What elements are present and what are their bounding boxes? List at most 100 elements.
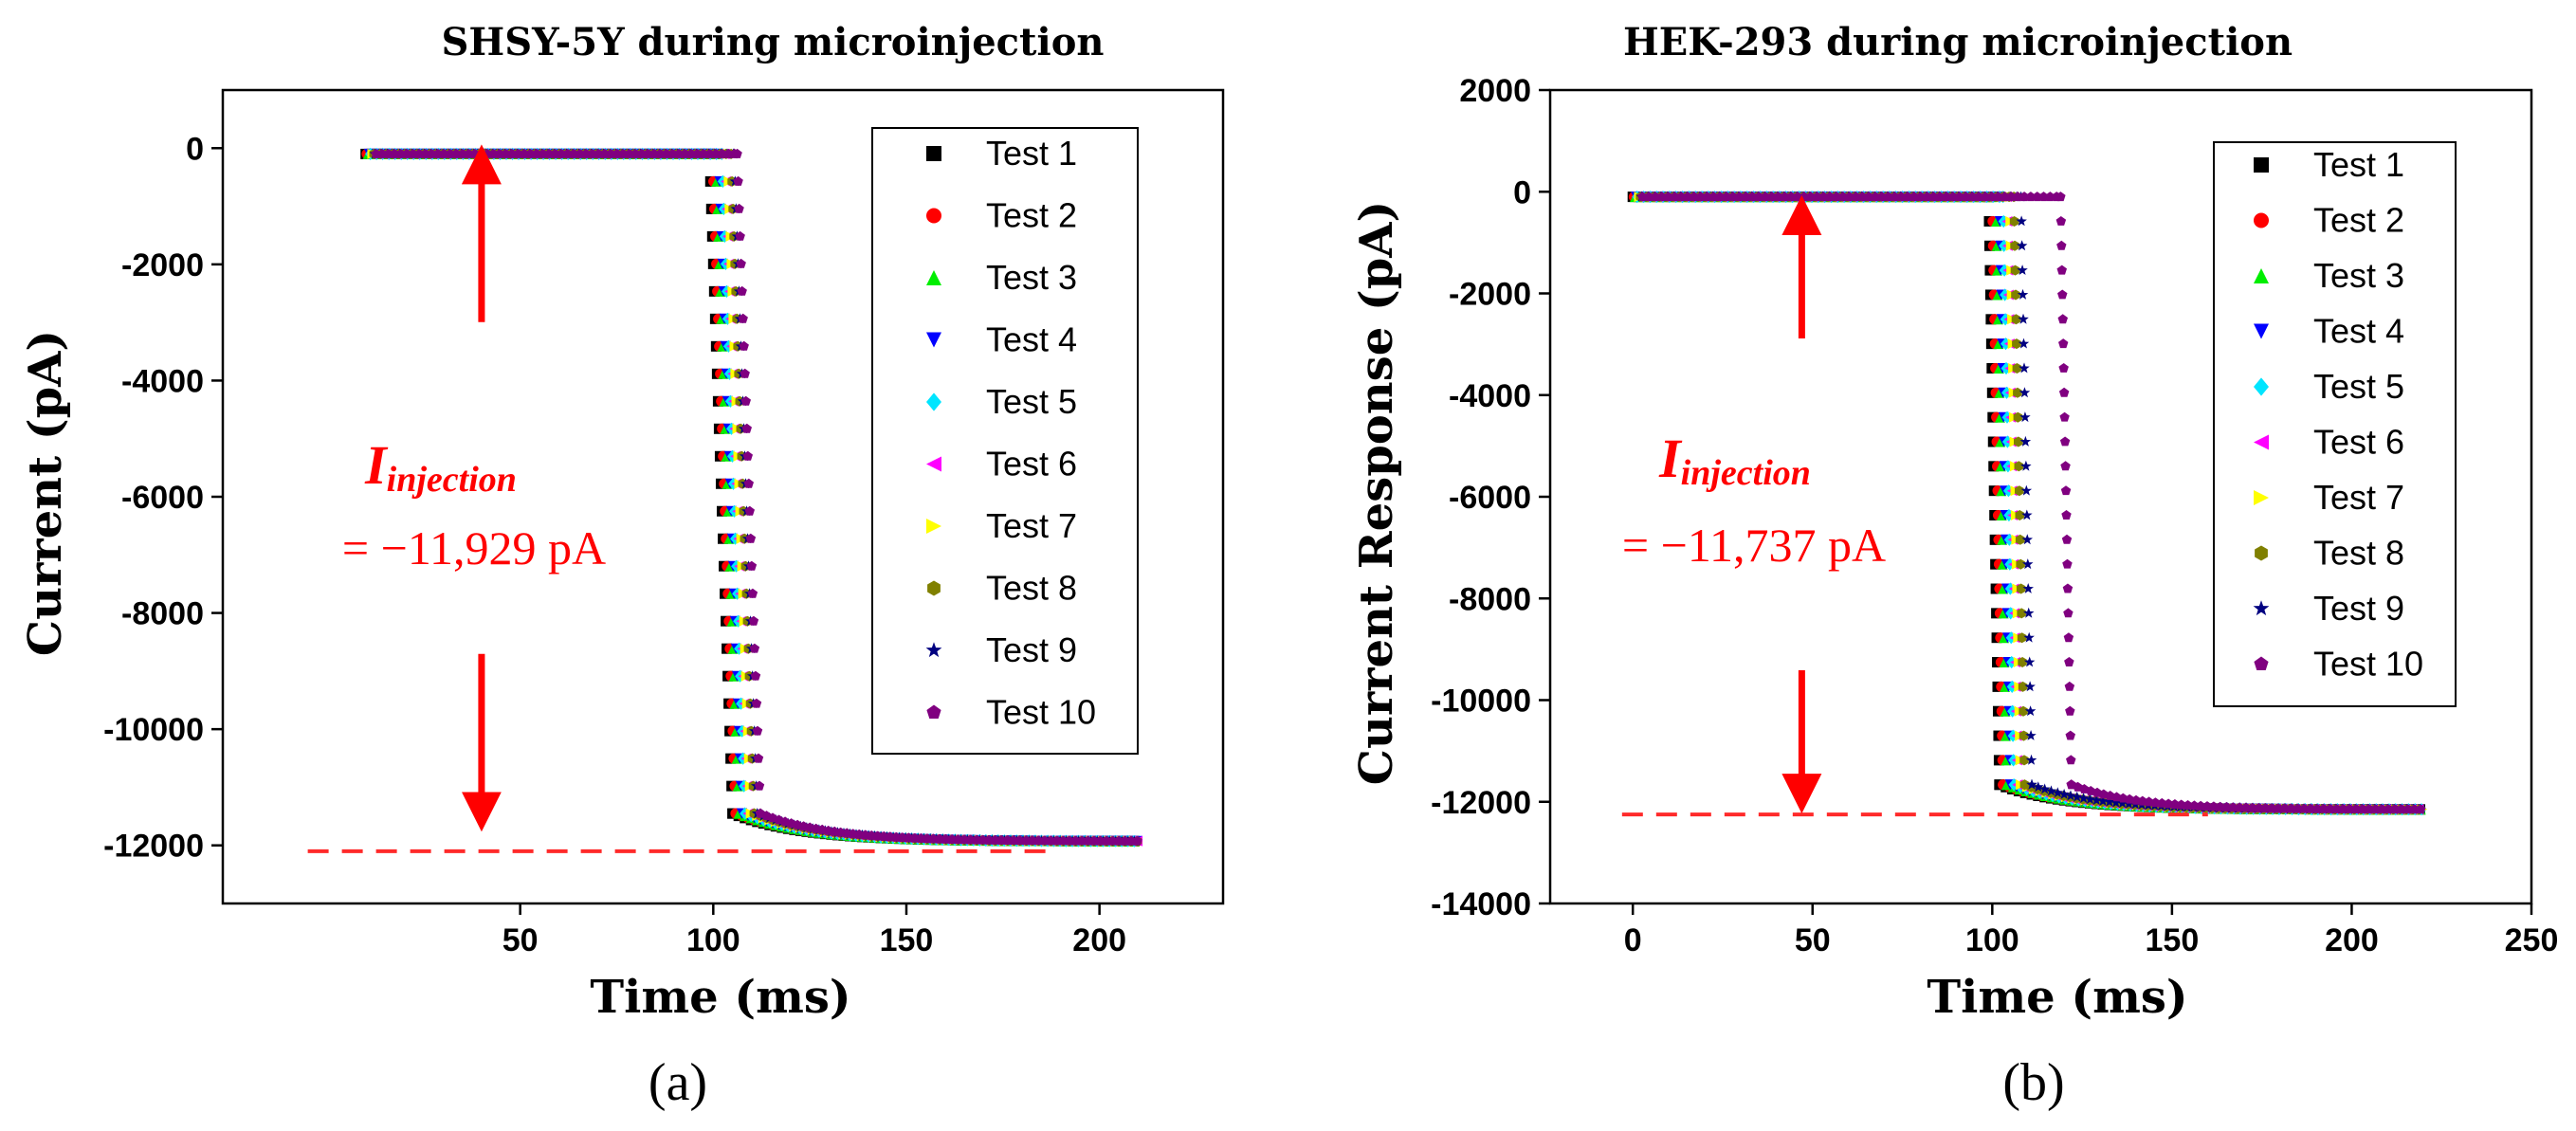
legend-entry: Test 10 [2254, 645, 2423, 684]
legend-label: Test 1 [2313, 145, 2404, 184]
legend-marker-icon [926, 519, 941, 534]
x-tick-label: 50 [502, 922, 539, 958]
x-tick-label: 250 [2505, 922, 2559, 958]
panel-caption: (b) [2002, 1053, 2064, 1112]
data-point [2247, 802, 2257, 812]
data-point [1954, 192, 1964, 202]
legend-entry: Test 3 [926, 258, 1077, 297]
data-point [2065, 730, 2075, 740]
x-tick-label: 0 [1624, 922, 1642, 958]
legend: Test 1 Test 2 Test 3 Test 4 Test 5 Test 6 Test… [2213, 141, 2457, 707]
legend-label: Test 2 [986, 196, 1077, 235]
data-point [2018, 681, 2028, 692]
legend-label: Test 10 [986, 693, 1096, 732]
y-tick-label: -12000 [103, 829, 204, 865]
data-point [2006, 192, 2017, 202]
data-point [2273, 803, 2284, 813]
legend-marker-icon [2254, 268, 2269, 283]
data-point [2163, 798, 2174, 809]
legend-marker-icon [926, 456, 941, 472]
legend-label: Test 1 [986, 134, 1077, 173]
data-point [2032, 192, 2042, 202]
data-point [2023, 656, 2036, 667]
data-point [2396, 804, 2406, 814]
data-point [750, 670, 761, 681]
injection-value: = −11,737 pA [1622, 519, 1886, 572]
data-point [2019, 362, 2030, 374]
data-point [2017, 288, 2029, 300]
data-point [2325, 803, 2335, 813]
data-point [739, 340, 749, 351]
data-point [2018, 337, 2030, 349]
legend-label: Test 2 [2313, 201, 2404, 240]
legend-entry: Test 6 [926, 445, 1077, 483]
data-point [2402, 804, 2413, 814]
data-point [2019, 435, 2032, 447]
data-point [740, 395, 751, 406]
data-point [2052, 787, 2064, 798]
legend-label: Test 3 [2313, 256, 2404, 295]
data-point [2022, 558, 2034, 570]
data-point [2057, 289, 2068, 300]
legend: Test 1 Test 2 Test 3 Test 4 Test 5 Test 6 Test… [871, 127, 1139, 755]
data-point [736, 258, 746, 268]
y-tick-label: -8000 [121, 596, 204, 632]
data-point [1727, 192, 1739, 202]
series-10 [1637, 192, 2426, 814]
data-point [747, 588, 758, 598]
y-tick-label: 0 [186, 131, 204, 167]
legend-entry: Test 9 [2253, 589, 2404, 628]
data-point [2019, 705, 2028, 717]
legend-label: Test 8 [986, 569, 1077, 608]
data-point [2215, 801, 2225, 812]
data-point [1864, 192, 1874, 202]
legend-marker-icon [2254, 656, 2269, 670]
data-point [2023, 631, 2035, 643]
data-point [1961, 192, 1971, 202]
legend-entry: Test 10 [926, 693, 1096, 732]
legend-label: Test 10 [2313, 645, 2423, 684]
data-point [2033, 781, 2044, 793]
y-tick-label: -2000 [121, 247, 204, 283]
data-point [2279, 803, 2291, 813]
legend-entry: Test 2 [2254, 201, 2404, 240]
data-point [2055, 192, 2066, 202]
data-point [1831, 192, 1842, 202]
data-point [2091, 794, 2102, 806]
data-point [2019, 387, 2031, 398]
data-point [735, 230, 745, 241]
legend-entry: Test 6 [2254, 423, 2404, 462]
y-tick-label: -10000 [1431, 684, 1531, 720]
data-point [2016, 583, 2026, 594]
data-point [2012, 363, 2022, 374]
legend-entry: Test 2 [926, 196, 1077, 235]
data-point [2010, 265, 2020, 276]
data-point [741, 423, 752, 433]
data-point [2061, 534, 2073, 544]
data-point [2016, 215, 2027, 227]
data-point [2084, 794, 2096, 805]
y-tick-label: -4000 [1449, 378, 1531, 414]
data-point [2331, 803, 2342, 813]
x-tick-label: 50 [1795, 922, 1831, 958]
data-point [2344, 803, 2355, 813]
data-point [1650, 192, 1661, 202]
legend-marker-icon [2253, 600, 2270, 616]
data-point [2267, 803, 2277, 813]
legend-entry: Test 1 [926, 134, 1077, 173]
data-point [2056, 240, 2067, 250]
data-point [2059, 436, 2071, 447]
legend-label: Test 7 [986, 506, 1077, 545]
data-point [2318, 803, 2329, 813]
chart-title: HEK-293 during microinjection [1623, 20, 2293, 64]
data-point [743, 478, 754, 488]
legend-label: Test 4 [986, 320, 1077, 359]
data-point [1844, 192, 1854, 202]
data-point [2299, 803, 2310, 813]
legend-label: Test 8 [2313, 534, 2404, 573]
x-tick-label: 100 [686, 922, 740, 958]
x-tick-label: 200 [1072, 922, 1126, 958]
data-point [2072, 791, 2083, 802]
data-point [1896, 192, 1907, 202]
data-point [751, 698, 762, 708]
